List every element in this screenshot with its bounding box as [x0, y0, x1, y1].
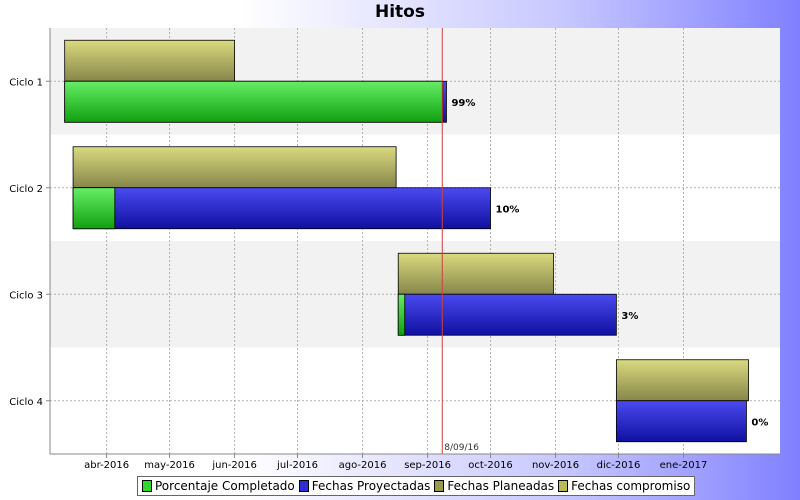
bar-fechas-compromiso — [615, 359, 749, 402]
x-tick-label: abr-2016 — [84, 460, 129, 471]
legend-label: Porcentaje Completado — [155, 479, 295, 493]
x-tick-label: jun-2016 — [211, 460, 257, 471]
data-label: 10% — [496, 204, 520, 215]
axes: Ciclo 1 Ciclo 2 Ciclo 3 Ciclo 4 abr-2016 may-… — [9, 28, 780, 471]
legend-swatch — [142, 480, 152, 492]
today-marker: 8/09/16 — [441, 28, 479, 454]
legend-item: Fechas Proyectadas — [298, 479, 431, 493]
y-tick-label: Ciclo 4 — [9, 397, 43, 408]
bar-fechas-compromiso — [397, 252, 554, 295]
bar-fechas-compromiso — [72, 146, 397, 189]
x-tick-label: dic-2016 — [597, 460, 641, 471]
x-tick-label: nov-2016 — [532, 460, 579, 471]
bar-fechas-proyectadas — [72, 187, 491, 230]
legend-label: Fechas Proyectadas — [311, 479, 431, 493]
bar-fechas-proyectadas — [397, 293, 617, 336]
data-label: 0% — [751, 417, 768, 428]
data-label: 99% — [451, 98, 475, 109]
legend-item: Fechas compromiso — [558, 479, 690, 493]
bars: 99% 10% 3% 0% — [64, 39, 768, 443]
x-tick-label: oct-2016 — [468, 460, 513, 471]
legend-item: Porcentaje Completado — [142, 479, 295, 493]
x-tick-label: jul-2016 — [276, 460, 318, 471]
legend-item: Fechas Planeadas — [434, 479, 554, 493]
x-tick-label: sep-2016 — [404, 460, 451, 471]
today-label: 8/09/16 — [444, 443, 479, 453]
x-tick-label: may-2016 — [144, 460, 195, 471]
bar-porcentaje-completado — [72, 187, 116, 230]
y-tick-label: Ciclo 2 — [9, 184, 43, 195]
legend-swatch — [298, 480, 309, 492]
bar-fechas-proyectadas — [615, 400, 747, 443]
legend: Porcentaje Completado Fechas Proyectadas F… — [137, 476, 696, 496]
legend-label: Fechas Planeadas — [447, 479, 555, 493]
legend-swatch — [434, 480, 445, 492]
bar-porcentaje-completado — [397, 293, 406, 336]
x-tick-label: ene-2017 — [660, 460, 708, 471]
chart-title: Hitos — [375, 2, 425, 22]
bar-porcentaje-completado — [64, 80, 444, 123]
y-tick-label: Ciclo 1 — [9, 77, 43, 88]
legend-swatch — [558, 480, 569, 492]
y-tick-label: Ciclo 3 — [9, 290, 43, 301]
bar-fechas-compromiso — [64, 39, 235, 82]
data-label: 3% — [621, 311, 638, 322]
x-tick-label: ago-2016 — [339, 460, 387, 471]
legend-label: Fechas compromiso — [571, 479, 691, 493]
